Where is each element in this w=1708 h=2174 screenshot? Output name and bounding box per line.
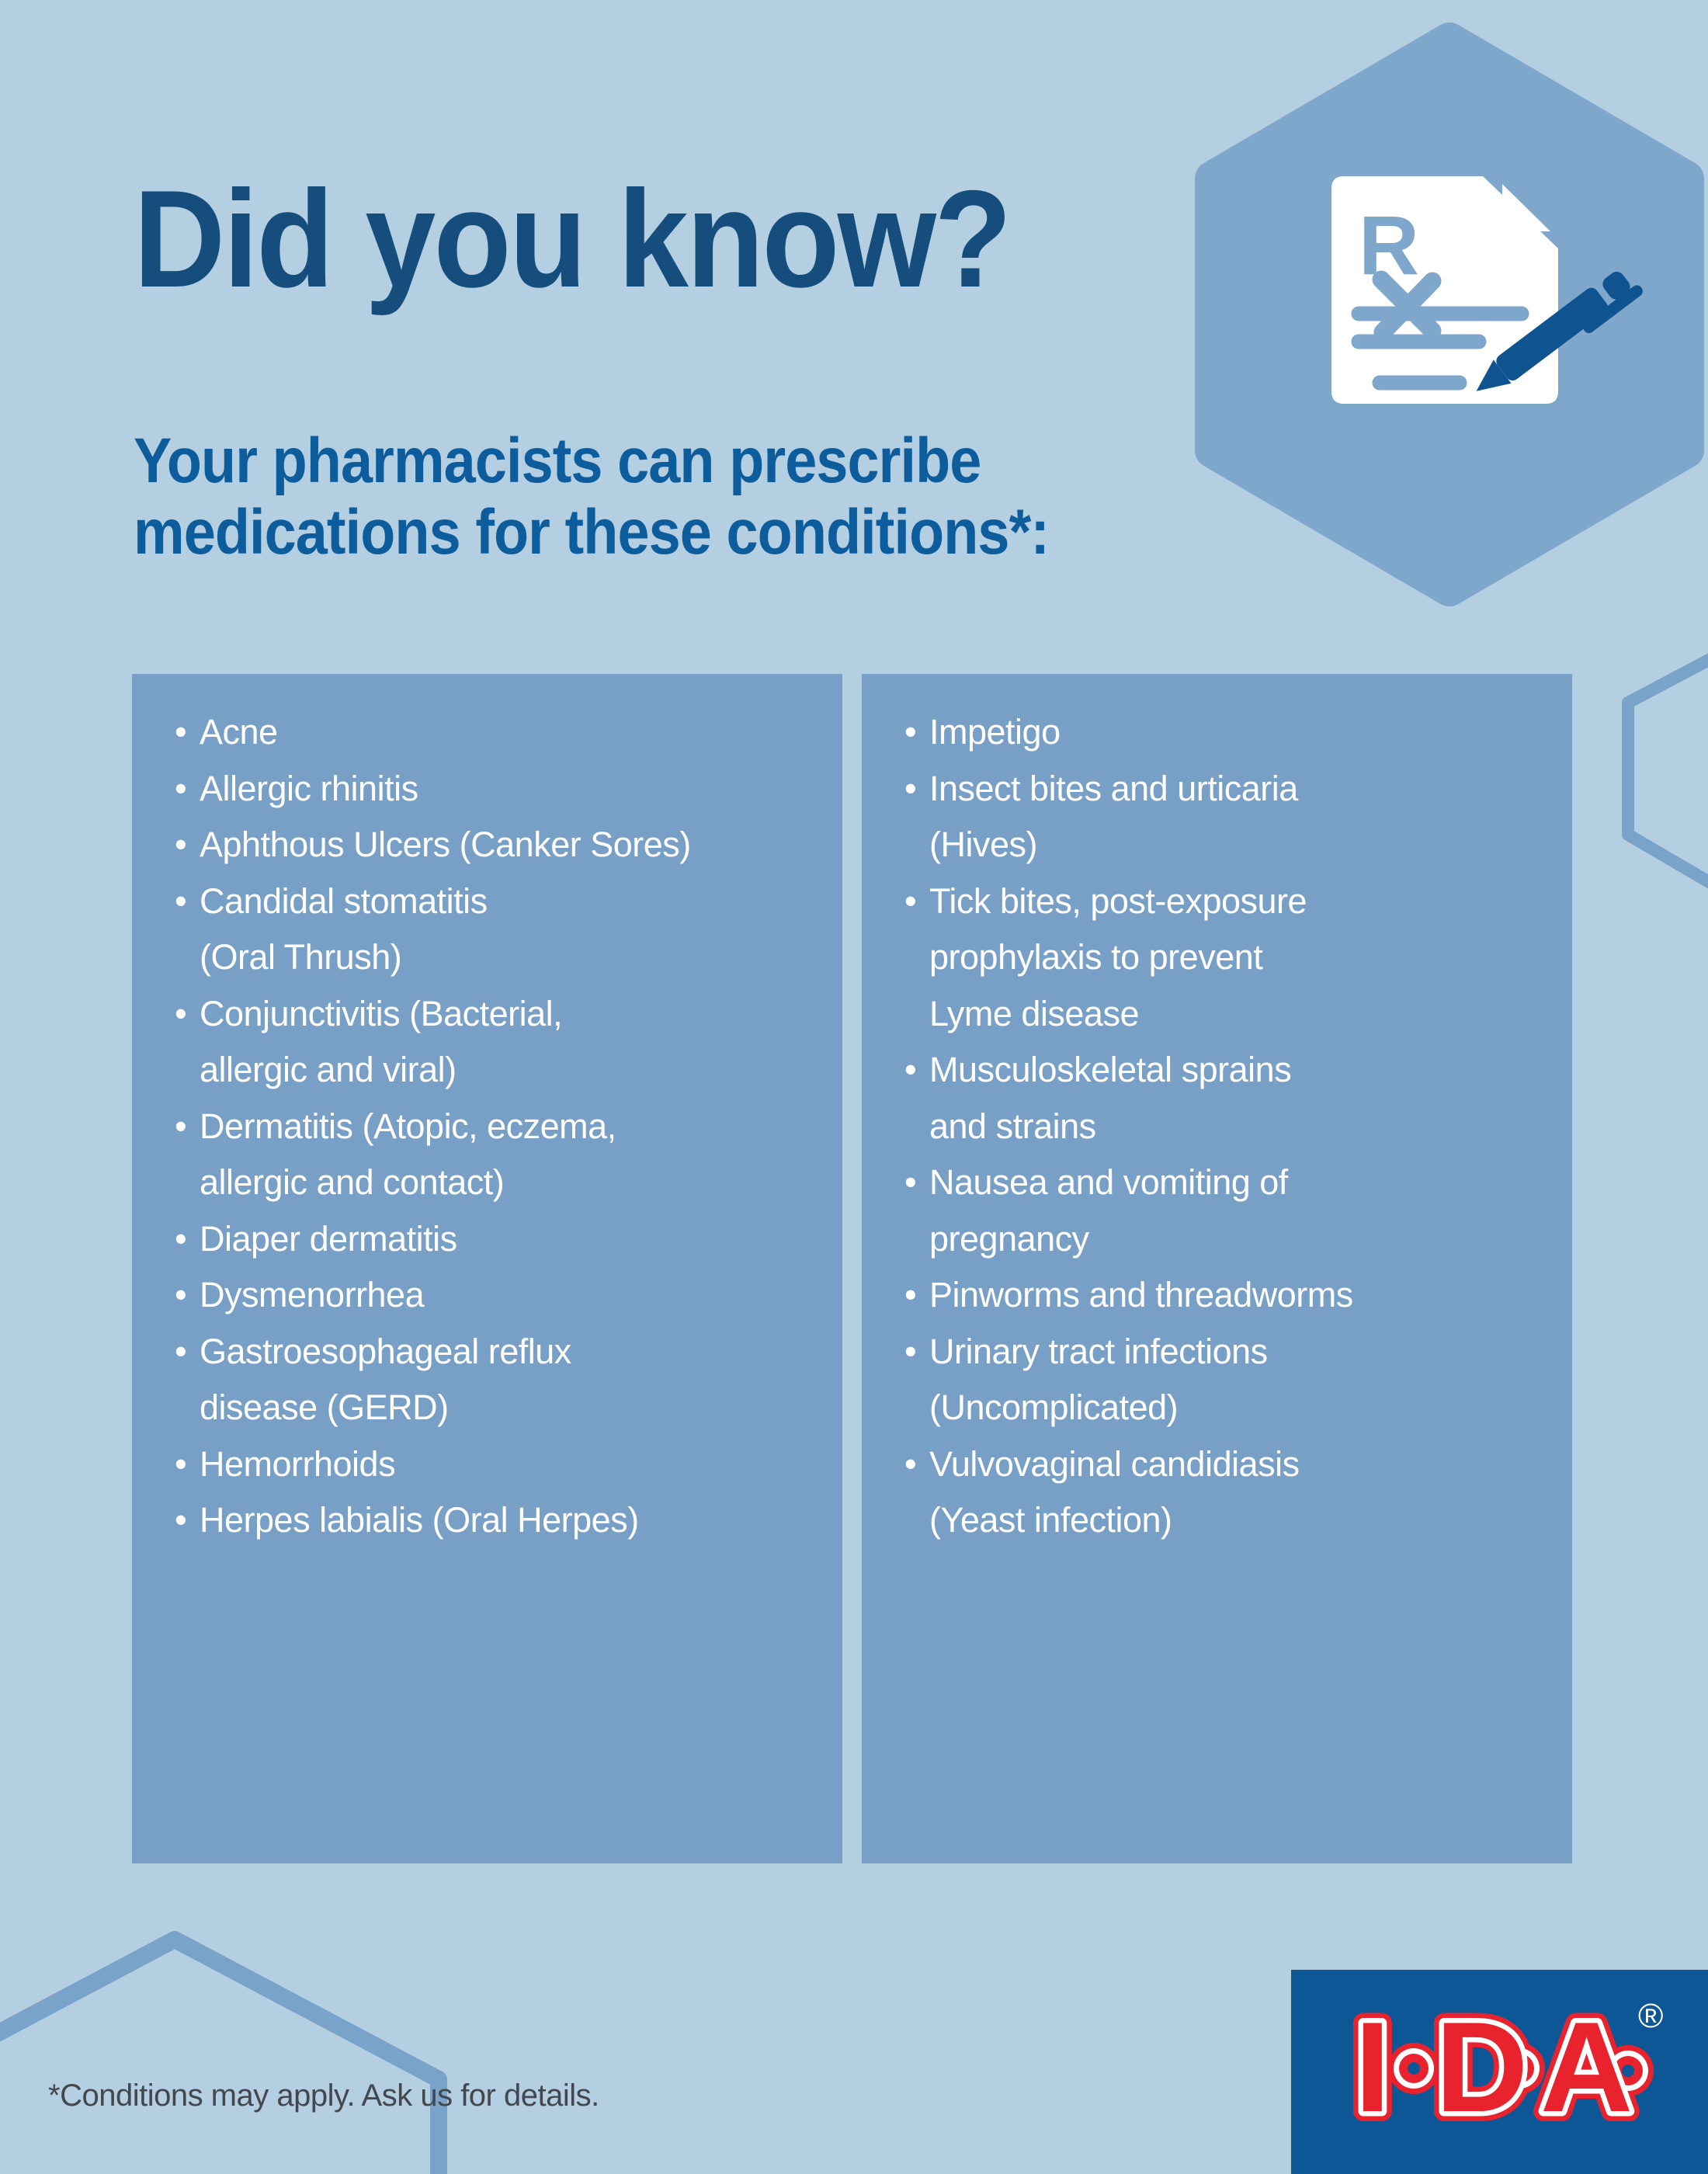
- hexagon-shape: [1195, 23, 1704, 606]
- conditions-box-left: AcneAllergic rhinitisAphthous Ulcers (Ca…: [132, 674, 842, 1863]
- hexagon-badge: R: [1195, 23, 1704, 606]
- page-subtitle: Your pharmacists can prescribe medicatio…: [134, 425, 1050, 568]
- list-item-condition: Dermatitis (Atopic, eczema,allergic and …: [175, 1099, 821, 1211]
- conditions-box-right: ImpetigoInsect bites and urticaria(Hives…: [862, 674, 1572, 1863]
- list-item-condition: Vulvovaginal candidiasis(Yeast infection…: [904, 1436, 1550, 1549]
- list-item-condition: Insect bites and urticaria(Hives): [904, 761, 1550, 873]
- list-item-condition: Urinary tract infections(Uncomplicated): [904, 1324, 1550, 1436]
- rx-symbol: R: [1359, 198, 1419, 292]
- list-item-condition: Hemorrhoids: [175, 1436, 821, 1493]
- list-item-condition: Aphthous Ulcers (Canker Sores): [175, 817, 821, 873]
- rx-x-strokes: [1372, 270, 1442, 342]
- document-fold-corner: [1502, 184, 1550, 231]
- list-item-condition: Pinworms and threadworms: [904, 1267, 1550, 1324]
- list-item-condition: Conjunctivitis (Bacterial,allergic and v…: [175, 986, 821, 1099]
- list-item-condition: Candidal stomatitis(Oral Thrush): [175, 873, 821, 986]
- pen-icon: [1476, 271, 1643, 391]
- footnote: *Conditions may apply. Ask us for detail…: [48, 2078, 599, 2113]
- list-item-condition: Acne: [175, 704, 821, 761]
- ida-logo-letters-outline: I D A: [1345, 1985, 1643, 2148]
- ida-letter-a: A: [1540, 1995, 1633, 2138]
- ida-logo-box: I D A I D A ®: [1291, 1970, 1708, 2174]
- list-item-condition: Impetigo: [904, 704, 1550, 761]
- page-subtitle-line2: medications for these conditions*:: [134, 497, 1050, 568]
- list-item-condition: Allergic rhinitis: [175, 761, 821, 818]
- document-body: [1331, 176, 1558, 404]
- list-item-condition: Herpes labialis (Oral Herpes): [175, 1492, 821, 1549]
- page-subtitle-line1: Your pharmacists can prescribe: [134, 425, 981, 496]
- hexagon-outline-right-icon: [1622, 653, 1708, 889]
- ida-logo: I D A I D A ®: [1345, 1985, 1663, 2148]
- conditions-list-right: ImpetigoInsect bites and urticaria(Hives…: [862, 674, 1572, 1549]
- list-item-condition: Diaper dermatitis: [175, 1211, 821, 1268]
- conditions-list-left: AcneAllergic rhinitisAphthous Ulcers (Ca…: [132, 674, 842, 1549]
- ida-logo-dots-outline: [1388, 2043, 1654, 2096]
- list-item-condition: Dysmenorrhea: [175, 1267, 821, 1324]
- ida-letter-i: I: [1355, 1995, 1390, 2138]
- hexagon-outline-bottom-left-icon: [0, 1931, 447, 2174]
- prescription-document-icon: R: [1331, 176, 1643, 404]
- page-title: Did you know?: [134, 161, 1012, 316]
- document-text-lines: [1351, 306, 1529, 391]
- ida-letter-d: D: [1435, 1995, 1528, 2138]
- registered-mark-icon: ®: [1638, 1997, 1663, 2035]
- ida-logo-letters: I D A: [1350, 1991, 1638, 2144]
